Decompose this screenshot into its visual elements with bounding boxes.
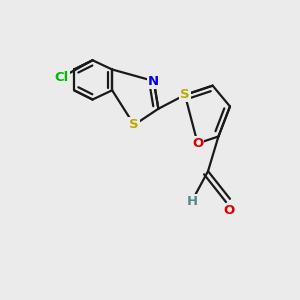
Text: S: S — [129, 118, 139, 131]
Text: Cl: Cl — [54, 71, 68, 84]
Text: S: S — [180, 88, 190, 101]
Text: O: O — [192, 137, 203, 150]
Text: N: N — [148, 74, 159, 88]
Text: H: H — [186, 195, 197, 208]
Text: O: O — [223, 204, 235, 217]
